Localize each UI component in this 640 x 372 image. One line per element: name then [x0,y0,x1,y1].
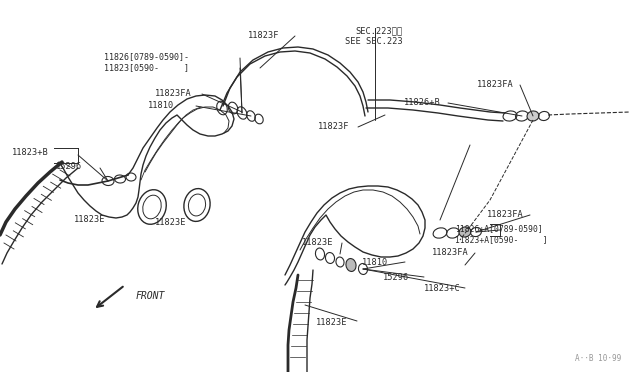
Text: 11823E: 11823E [316,318,348,327]
Text: 11823E: 11823E [302,238,333,247]
Text: 11823E: 11823E [155,218,186,227]
Ellipse shape [527,111,539,121]
Text: 11823+A[0590-     ]: 11823+A[0590- ] [455,235,548,244]
Ellipse shape [346,259,356,272]
Text: 11826[0789-0590]-: 11826[0789-0590]- [104,52,189,61]
Text: 11823+B: 11823+B [12,148,49,157]
Text: 11823[0590-     ]: 11823[0590- ] [104,63,189,72]
Text: 11826+A[0789-0590]: 11826+A[0789-0590] [455,224,543,233]
Text: 11823F: 11823F [318,122,349,131]
Text: 11823FA: 11823FA [487,210,524,219]
Text: SEE SEC.223: SEE SEC.223 [345,37,403,46]
Ellipse shape [459,227,471,237]
Text: 15296: 15296 [56,162,83,171]
Text: 11823FA: 11823FA [432,248,468,257]
Text: 11823F: 11823F [248,31,280,40]
Text: SEC.223参照: SEC.223参照 [355,26,403,35]
Text: 11810: 11810 [362,258,388,267]
Text: 15296: 15296 [383,273,409,282]
Text: A··B 10·99: A··B 10·99 [575,354,621,363]
Text: 11823FA: 11823FA [477,80,514,89]
Text: FRONT: FRONT [136,291,165,301]
Text: 11826+B: 11826+B [404,98,441,107]
Text: 11823FA: 11823FA [155,89,192,98]
Text: 11810: 11810 [148,101,174,110]
Text: 11823+C: 11823+C [424,284,461,293]
Text: 11823E: 11823E [74,215,106,224]
